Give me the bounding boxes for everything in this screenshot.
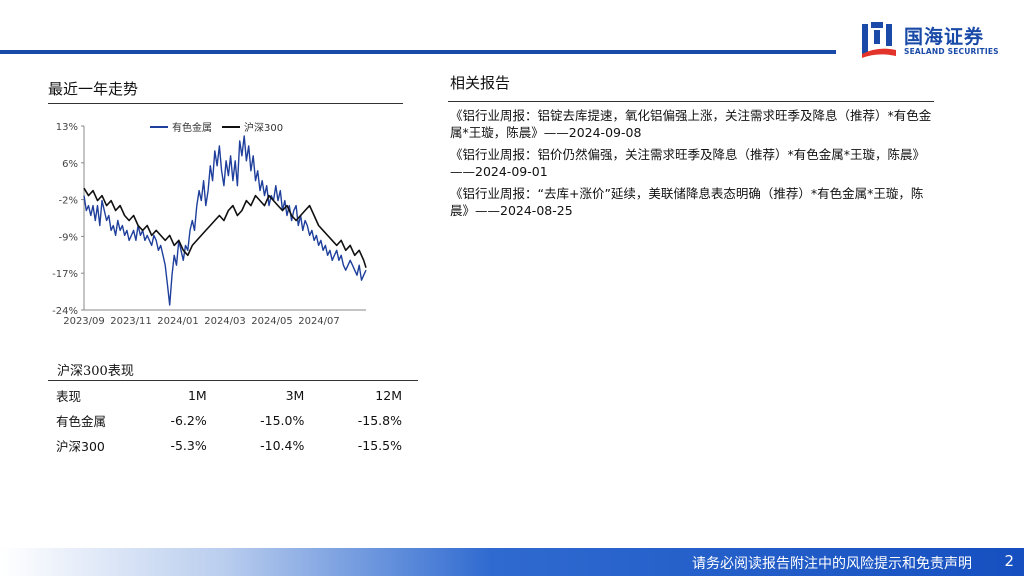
table-header-cell: 12M: [375, 388, 402, 403]
table-cell: -6.2%: [170, 413, 207, 428]
table-cell: 沪深300: [56, 439, 105, 454]
report-item[interactable]: 《铝行业周报：铝价仍然偏强，关注需求旺季及降息（推荐）*有色金属*王璇，陈晨》—…: [450, 146, 940, 180]
brand-name-en: SEALAND SECURITIES: [904, 47, 999, 56]
related-reports-rule: [448, 101, 934, 102]
legend-label: 沪深300: [244, 121, 283, 134]
y-tick-label: -24%: [52, 306, 78, 317]
report-item[interactable]: 《铝行业周报：铝锭去库提速，氧化铝偏强上涨，关注需求旺季及降息（推荐）*有色金属…: [450, 107, 940, 141]
report-link[interactable]: 《铝行业周报：铝锭去库提速，氧化铝偏强上涨，关注需求旺季及降息（推荐）*有色金属…: [450, 108, 932, 140]
x-tick-label: 2024/05: [251, 316, 293, 327]
report-link[interactable]: 《铝行业周报：“去库+涨价”延续，美联储降息表态明确（推荐）*有色金属*王璇，陈…: [450, 186, 924, 218]
table-cell: -5.3%: [170, 438, 207, 453]
x-tick-label: 2024/01: [157, 316, 199, 327]
x-tick-label: 2024/07: [298, 316, 340, 327]
x-tick-label: 2024/03: [204, 316, 246, 327]
performance-title: 沪深300表现: [57, 364, 134, 379]
series-line-nonferrous: [83, 135, 367, 306]
footer-disclaimer: 请务必阅读报告附注中的风险提示和免责声明: [692, 556, 972, 572]
table-header-row: 表现 1M 3M 12M: [48, 383, 418, 408]
trend-title-rule: [48, 103, 403, 104]
trend-section-title: 最近一年走势: [48, 80, 139, 98]
table-cell: -15.0%: [260, 413, 305, 428]
related-reports-title: 相关报告: [450, 74, 511, 92]
table-cell: -10.4%: [260, 438, 305, 453]
report-item[interactable]: 《铝行业周报：“去库+涨价”延续，美联储降息表态明确（推荐）*有色金属*王璇，陈…: [450, 185, 940, 219]
y-tick-label: 13%: [56, 122, 78, 133]
table-row: 沪深300 -5.3% -10.4% -15.5%: [48, 433, 418, 458]
trend-line-chart: 13% 6% -2% -9% -17% -24%2023/09 2023/11 2024/01…: [52, 121, 367, 327]
y-tick-label: -17%: [52, 269, 78, 280]
table-cell: -15.5%: [357, 438, 402, 453]
series-line-csi300: [83, 187, 367, 268]
x-tick-label: 2023/09: [63, 316, 105, 327]
report-link[interactable]: 《铝行业周报：铝价仍然偏强，关注需求旺季及降息（推荐）*有色金属*王璇，陈晨》—…: [450, 147, 926, 179]
brand-name-cn: 国海证券: [904, 26, 985, 48]
performance-table-rule: [48, 380, 418, 381]
footer-bar: 请务必阅读报告附注中的风险提示和免责声明 2: [0, 548, 1024, 576]
related-reports-list: 《铝行业周报：铝锭去库提速，氧化铝偏强上涨，关注需求旺季及降息（推荐）*有色金属…: [450, 107, 940, 224]
legend-label: 有色金属: [172, 121, 212, 134]
table-row: 有色金属 -6.2% -15.0% -15.8%: [48, 408, 418, 433]
performance-table: 表现 1M 3M 12M 有色金属 -6.2% -15.0% -15.8% 沪深…: [48, 383, 418, 458]
table-header-cell: 1M: [187, 388, 207, 403]
sealand-logo-icon: [862, 22, 896, 58]
table-cell: -15.8%: [357, 413, 402, 428]
brand-logo: 国海证券 SEALAND SECURITIES: [860, 20, 1010, 60]
table-header-cell: 3M: [285, 388, 305, 403]
page-number: 2: [1004, 552, 1014, 570]
y-tick-label: -9%: [59, 232, 78, 243]
header-rule: [0, 50, 836, 54]
y-tick-label: -2%: [59, 196, 78, 207]
x-tick-label: 2023/11: [110, 316, 152, 327]
table-cell: 有色金属: [56, 414, 107, 429]
y-tick-label: 6%: [62, 159, 78, 170]
table-header-cell: 表现: [56, 389, 82, 404]
